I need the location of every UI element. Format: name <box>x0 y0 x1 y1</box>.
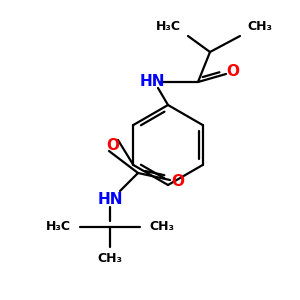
Text: O: O <box>106 137 119 152</box>
Text: HN: HN <box>139 74 165 89</box>
Text: O: O <box>226 64 239 79</box>
Text: H₃C: H₃C <box>46 220 70 233</box>
Text: CH₃: CH₃ <box>98 253 122 266</box>
Text: H₃C: H₃C <box>155 20 181 32</box>
Text: O: O <box>172 173 184 188</box>
Text: CH₃: CH₃ <box>149 220 175 233</box>
Text: HN: HN <box>97 191 123 206</box>
Text: CH₃: CH₃ <box>248 20 272 32</box>
